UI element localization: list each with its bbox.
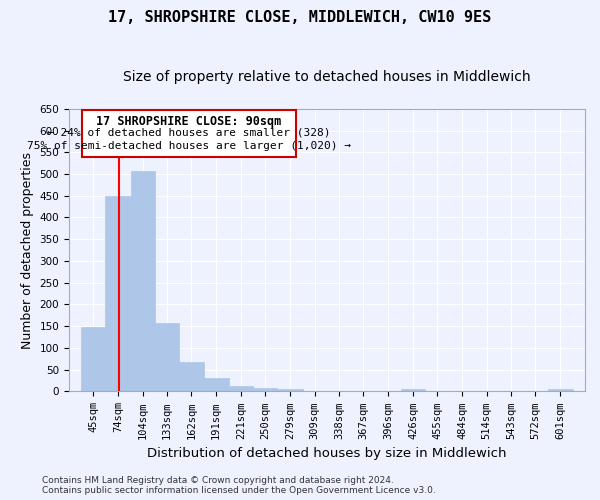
Y-axis label: Number of detached properties: Number of detached properties: [21, 152, 34, 348]
Bar: [106, 196, 131, 392]
Bar: [203, 378, 229, 392]
Bar: [277, 390, 302, 392]
Bar: [179, 362, 203, 392]
Text: ← 24% of detached houses are smaller (328): ← 24% of detached houses are smaller (32…: [47, 128, 331, 138]
Bar: [155, 322, 179, 392]
X-axis label: Distribution of detached houses by size in Middlewich: Distribution of detached houses by size …: [147, 447, 506, 460]
Bar: [548, 389, 573, 392]
Bar: [131, 171, 155, 392]
Text: 17 SHROPSHIRE CLOSE: 90sqm: 17 SHROPSHIRE CLOSE: 90sqm: [96, 115, 281, 128]
Title: Size of property relative to detached houses in Middlewich: Size of property relative to detached ho…: [123, 70, 531, 84]
Text: 17, SHROPSHIRE CLOSE, MIDDLEWICH, CW10 9ES: 17, SHROPSHIRE CLOSE, MIDDLEWICH, CW10 9…: [109, 10, 491, 25]
Bar: [401, 389, 425, 392]
Bar: [81, 327, 106, 392]
Bar: [229, 386, 253, 392]
Bar: [253, 388, 277, 392]
Text: 75% of semi-detached houses are larger (1,020) →: 75% of semi-detached houses are larger (…: [27, 141, 351, 151]
FancyBboxPatch shape: [82, 110, 296, 158]
Text: Contains HM Land Registry data © Crown copyright and database right 2024.
Contai: Contains HM Land Registry data © Crown c…: [42, 476, 436, 495]
